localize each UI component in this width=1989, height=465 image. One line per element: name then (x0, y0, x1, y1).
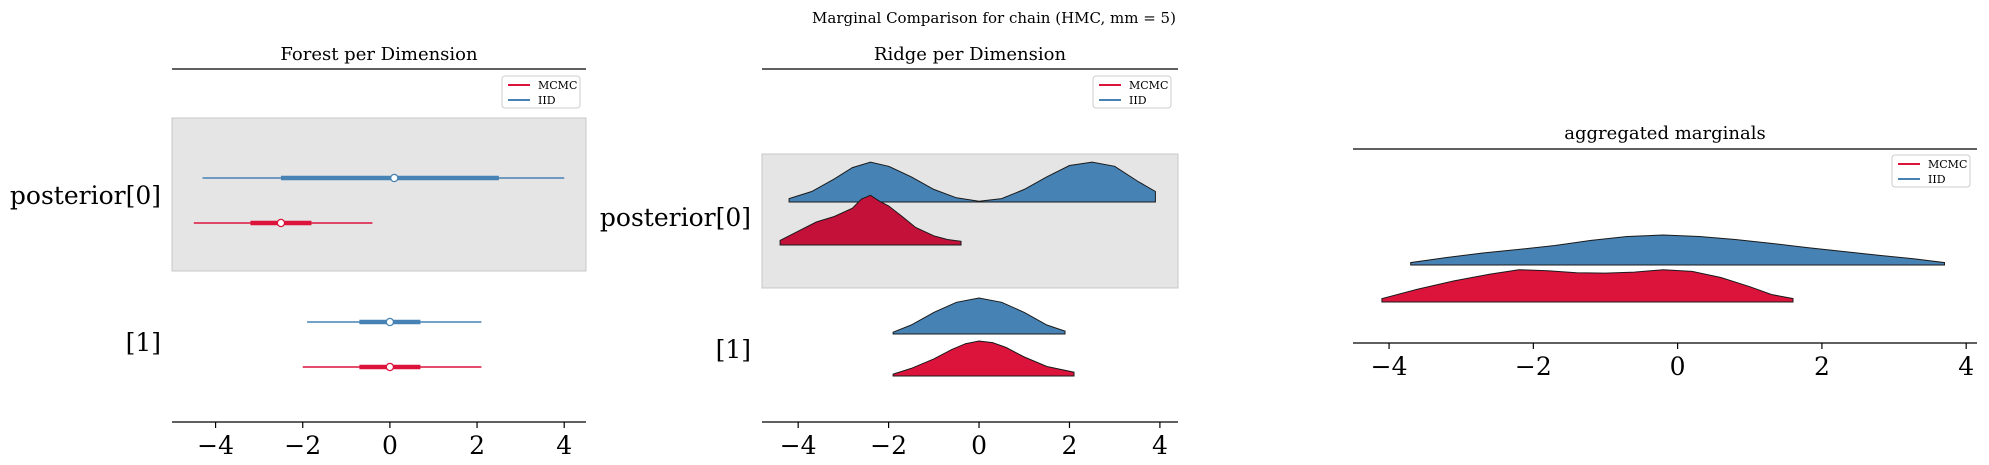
row-label: [1] (716, 335, 751, 364)
legend-label-iid: IID (1129, 94, 1147, 107)
x-tick-label: 2 (1814, 352, 1830, 381)
x-tick-label: −4 (1371, 352, 1408, 381)
ridge-mcmc (779, 194, 962, 246)
row-label: posterior[0] (600, 203, 751, 232)
ridge-iid (788, 161, 1156, 203)
x-tick-label: −2 (870, 431, 907, 460)
row-label: posterior[0] (10, 181, 161, 210)
ridge-iid (892, 297, 1066, 335)
figure-suptitle: Marginal Comparison for chain (HMC, mm =… (812, 9, 1176, 27)
panel-title: aggregated marginals (1564, 123, 1765, 144)
row-label: [1] (126, 328, 161, 357)
ridge-panel: Ridge per Dimension −4 −2 0 2 4 posterior[0] [1… (600, 44, 1179, 460)
x-tick-label: 0 (382, 431, 398, 460)
forest-panel: Forest per Dimension −4 −2 0 2 4 posterior[0] [… (10, 44, 587, 460)
legend-label-iid: IID (1928, 173, 1946, 186)
x-tick-label: 4 (556, 431, 572, 460)
forest-median-mcmc (385, 362, 395, 372)
x-tick-label: −4 (780, 431, 817, 460)
x-tick-label: 0 (971, 431, 987, 460)
ridge-mcmc (892, 340, 1075, 377)
aggregated-panel: aggregated marginals −4 −2 0 2 4 MCMC IID (1353, 123, 1977, 381)
legend-label-mcmc: MCMC (1928, 158, 1967, 171)
panel-title: Ridge per Dimension (874, 44, 1067, 65)
x-tick-label: −4 (197, 431, 234, 460)
aggregate-ridge-mcmc (1381, 269, 1794, 303)
legend-label-mcmc: MCMC (538, 79, 577, 92)
aggregate-ridge-iid (1410, 234, 1945, 266)
forest-median-mcmc (276, 218, 286, 228)
x-tick-label: 2 (1062, 431, 1078, 460)
legend-label-iid: IID (538, 94, 556, 107)
x-tick-label: 4 (1152, 431, 1168, 460)
x-tick-label: −2 (1515, 352, 1552, 381)
x-tick-label: −2 (284, 431, 321, 460)
row-band (171, 117, 587, 272)
panel-title: Forest per Dimension (280, 44, 478, 65)
x-tick-label: 2 (469, 431, 485, 460)
forest-median-iid (385, 317, 395, 327)
forest-median-iid (390, 173, 399, 183)
legend-label-mcmc: MCMC (1129, 79, 1168, 92)
x-tick-label: 4 (1958, 352, 1974, 381)
x-tick-label: 0 (1670, 352, 1686, 381)
